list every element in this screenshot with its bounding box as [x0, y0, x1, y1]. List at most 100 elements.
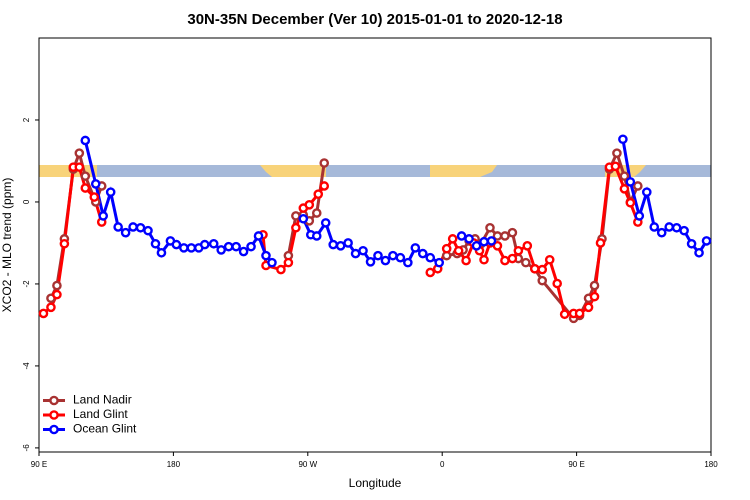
point	[52, 289, 62, 300]
point	[479, 236, 489, 247]
point	[320, 218, 331, 228]
point	[113, 222, 123, 232]
point	[500, 231, 510, 241]
point	[311, 208, 322, 218]
point	[365, 257, 376, 267]
point	[143, 225, 153, 236]
x-tick-label: 0	[440, 460, 445, 469]
point	[410, 243, 421, 253]
point	[80, 135, 91, 146]
legend-marker	[49, 410, 59, 420]
point	[89, 192, 100, 202]
point	[135, 222, 146, 233]
point	[90, 179, 101, 189]
point	[595, 238, 606, 248]
point	[343, 238, 353, 248]
point	[486, 236, 497, 246]
point	[694, 247, 704, 258]
series-line	[49, 148, 640, 321]
point	[453, 245, 464, 256]
point	[74, 148, 85, 158]
point	[59, 238, 70, 249]
legend-marker	[49, 424, 59, 435]
point	[319, 181, 330, 191]
point	[529, 263, 540, 274]
point	[208, 238, 219, 249]
point	[701, 236, 712, 246]
point	[223, 241, 234, 252]
point	[403, 257, 413, 268]
y-axis-label: XCO2 - MLO trend (ppm)	[0, 178, 14, 313]
point	[521, 257, 531, 268]
legend-label: Ocean Glint	[73, 422, 137, 436]
point	[150, 238, 161, 249]
point	[618, 134, 628, 145]
point	[335, 241, 346, 251]
point	[120, 227, 131, 238]
point	[461, 255, 471, 266]
point	[485, 222, 495, 233]
chart-title: 30N-35N December (Ver 10) 2015-01-01 to …	[187, 11, 562, 28]
point	[298, 213, 309, 224]
point	[395, 252, 406, 263]
point	[447, 234, 458, 244]
y-tick-label: -6	[22, 444, 31, 452]
point	[253, 231, 264, 241]
point	[537, 264, 548, 275]
point	[417, 248, 428, 259]
point	[128, 222, 138, 232]
point	[199, 239, 210, 250]
point	[246, 241, 256, 252]
point	[105, 187, 116, 197]
point	[267, 257, 277, 268]
point	[456, 231, 467, 241]
point	[641, 187, 652, 197]
point	[304, 200, 315, 210]
point	[171, 239, 182, 250]
point	[186, 243, 197, 253]
x-axis-label: Longitude	[349, 476, 402, 490]
point	[625, 197, 636, 208]
point	[46, 302, 56, 313]
point	[464, 234, 474, 244]
point	[319, 158, 330, 168]
point	[238, 246, 249, 257]
point	[507, 253, 518, 264]
point	[231, 241, 241, 252]
y-tick-label: 0	[22, 199, 31, 204]
point	[619, 184, 630, 194]
point	[98, 211, 109, 221]
point	[283, 257, 294, 268]
land-ocean-strip	[39, 165, 711, 177]
plot-frame	[38, 37, 712, 453]
point	[350, 248, 361, 259]
point	[479, 254, 489, 265]
point	[625, 177, 636, 187]
point	[373, 250, 383, 261]
point	[500, 255, 510, 266]
point	[291, 211, 301, 221]
point	[313, 189, 324, 199]
point	[52, 280, 62, 291]
point	[679, 225, 689, 236]
x-tick-label: 90 W	[298, 460, 317, 469]
point	[544, 254, 555, 265]
point	[664, 222, 674, 232]
y-tick-label: -2	[22, 280, 31, 288]
point	[589, 291, 600, 302]
point	[291, 222, 301, 233]
point	[552, 278, 562, 289]
x-tick-label: 90 E	[31, 460, 47, 469]
y-tick-label: -4	[22, 362, 31, 370]
point	[261, 250, 271, 261]
point	[74, 162, 85, 172]
point	[80, 183, 91, 193]
point	[649, 222, 660, 232]
point	[425, 252, 436, 263]
point	[216, 245, 226, 255]
point	[634, 211, 645, 221]
point	[328, 239, 338, 250]
point	[612, 148, 622, 158]
legend-label: Land Nadir	[73, 393, 132, 407]
